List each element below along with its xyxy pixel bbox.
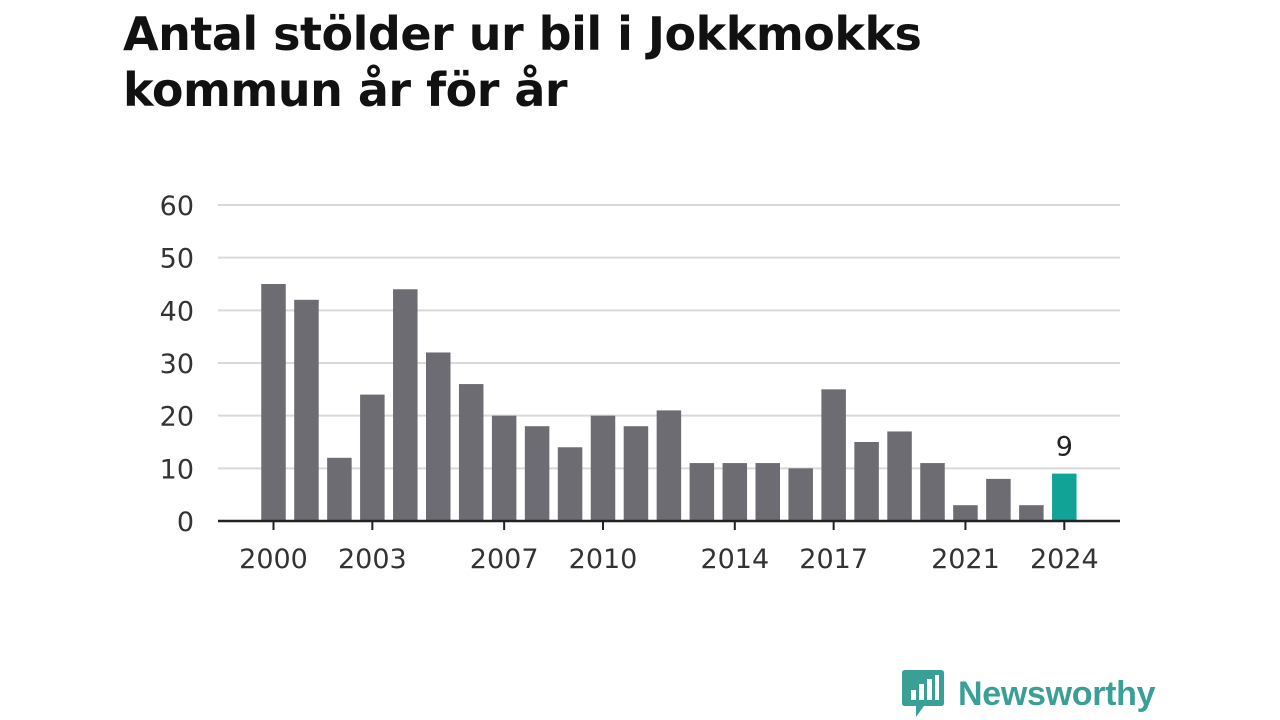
y-axis-tick-labels: 0 10 20 30 40 50 60: [160, 191, 194, 538]
x-axis-ticks: 2000 2003 2007 2010 2014 2017 2021 2024: [239, 521, 1099, 575]
bar-2021: [953, 505, 978, 521]
x-tick-label: 2021: [931, 544, 1000, 575]
y-tick-label: 30: [160, 349, 194, 380]
bar-2013: [689, 463, 715, 521]
y-tick-label: 10: [160, 454, 194, 485]
bar-2018: [854, 442, 879, 521]
bars: [261, 284, 1077, 521]
x-tick-label: 2014: [700, 544, 769, 575]
highlight-annotation: 9: [1056, 432, 1073, 463]
x-tick-label: 2010: [569, 544, 638, 575]
x-tick-label: 2003: [338, 544, 407, 575]
bar-2019: [887, 431, 912, 521]
bar-2015: [755, 463, 780, 521]
y-tick-label: 50: [160, 244, 194, 275]
bar-2023: [1019, 505, 1044, 521]
y-tick-label: 40: [160, 296, 194, 327]
bar-2009: [557, 447, 583, 521]
newsworthy-logo: Newsworthy: [902, 670, 1156, 718]
bar-2011: [623, 426, 649, 521]
bar-2002: [327, 457, 352, 521]
bar-2008: [524, 426, 550, 521]
bar-2001: [294, 299, 319, 521]
bar-2017: [821, 389, 846, 521]
bar-2004: [393, 289, 418, 521]
bar-2016: [788, 468, 813, 521]
newsworthy-logo-icon: [902, 670, 944, 717]
chart-title: Antal stölder ur bil i Jokkmokks kommun …: [123, 7, 922, 117]
bar-2007: [491, 415, 517, 521]
bar-2022: [986, 478, 1011, 521]
highlight-value-label: 9: [1056, 432, 1073, 463]
y-tick-label: 20: [160, 402, 194, 433]
bar-2010: [590, 415, 616, 521]
x-tick-label: 2000: [239, 544, 308, 575]
bar-2014: [722, 463, 748, 521]
bar-2000: [261, 284, 286, 521]
x-tick-label: 2024: [1030, 544, 1099, 575]
newsworthy-logo-text: Newsworthy: [958, 674, 1156, 713]
bar-2006: [458, 384, 484, 521]
bar-2003: [360, 394, 385, 521]
bar-2020: [920, 463, 945, 521]
bar-2005: [426, 352, 451, 521]
y-tick-label: 0: [177, 507, 194, 538]
x-tick-label: 2017: [799, 544, 868, 575]
bar-2024: [1052, 473, 1077, 521]
bar-2012: [656, 410, 682, 521]
y-tick-label: 60: [160, 191, 194, 222]
x-tick-label: 2007: [470, 544, 539, 575]
